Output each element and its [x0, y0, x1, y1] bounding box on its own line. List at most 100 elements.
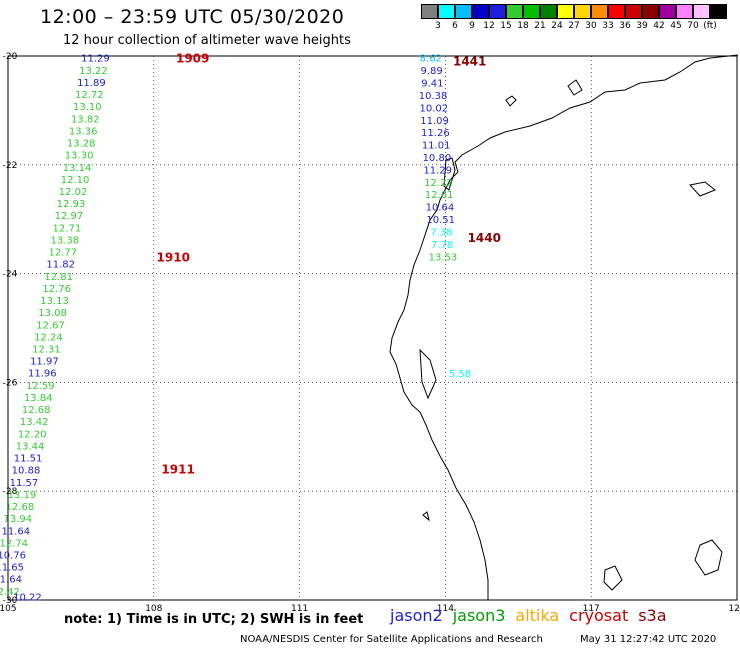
legend-label: 39: [636, 21, 648, 31]
footer-note: note: 1) Time is in UTC; 2) SWH is in fe…: [64, 612, 364, 627]
wave-height-value: 12.71: [53, 223, 82, 234]
wave-height-value: 11.89: [77, 78, 106, 89]
wave-height-value: 10.51: [426, 215, 455, 226]
wave-height-value: 10.38: [419, 91, 448, 102]
legend-label: (ft): [703, 21, 717, 31]
wave-height-value: 13.30: [65, 151, 94, 162]
wave-height-value: 13.84: [24, 393, 53, 404]
lat-tick-label: -22: [3, 161, 18, 171]
satellite-legend: jason2 jason3 altika cryosat s3a: [390, 606, 677, 625]
legend-swatch: [557, 4, 574, 19]
wave-height-value: 13.13: [40, 296, 69, 307]
legend-swatch: [540, 4, 557, 19]
legend-label: 30: [585, 21, 597, 31]
wave-height-value: 11.64: [0, 575, 22, 586]
legend-label: 3: [435, 21, 441, 31]
wave-height-value: 12.61: [425, 190, 454, 201]
legend-swatch: [455, 4, 472, 19]
legend-swatch: [523, 4, 540, 19]
legend-label: 18: [517, 21, 529, 31]
wave-height-value: 11.51: [14, 454, 43, 465]
legend-swatch: [710, 4, 727, 19]
wave-height-value: 10.02: [420, 103, 449, 114]
lon-tick-label: 108: [145, 604, 162, 614]
lon-tick-label: 120: [728, 604, 740, 614]
wave-height-value: 11.64: [1, 526, 30, 537]
legend-swatch: [591, 4, 608, 19]
wave-height-value: 12.02: [59, 187, 88, 198]
wave-height-value: 5.58: [449, 369, 471, 380]
wave-height-value: 11.01: [422, 141, 451, 152]
pass-time-label: 1440: [468, 231, 501, 245]
wave-height-value: 13.94: [4, 514, 33, 525]
legend-swatch: [625, 4, 642, 19]
wave-height-value: 12.67: [36, 320, 65, 331]
wave-height-value: 11.65: [0, 563, 24, 574]
wave-height-value: 12.68: [6, 502, 35, 513]
satellite-name: jason3: [452, 606, 506, 625]
wave-height-value: 10.76: [0, 550, 26, 561]
legend-label: 21: [534, 21, 546, 31]
map-title: 12:00 – 23:59 UTC 05/30/2020: [40, 6, 345, 28]
wave-height-value: 12.22: [424, 178, 453, 189]
wave-height-value: 10.88: [12, 466, 41, 477]
wave-height-value: 11.26: [421, 128, 450, 139]
legend-swatch: [659, 4, 676, 19]
legend-swatch: [506, 4, 523, 19]
legend-label: 70: [687, 21, 699, 31]
wave-height-value: 12.72: [75, 90, 104, 101]
wave-height-value: 9.41: [421, 79, 443, 90]
pass-time-label: 1910: [157, 250, 190, 264]
wave-height-value: 11.29: [423, 165, 452, 176]
wave-height-value: 12.76: [42, 284, 71, 295]
wave-height-value: 11.09: [420, 116, 449, 127]
wave-height-value: 13.53: [429, 252, 458, 263]
lat-tick-label: -24: [3, 270, 18, 280]
legend-swatch: [574, 4, 591, 19]
legend-label: 42: [653, 21, 665, 31]
legend-label: 36: [619, 21, 631, 31]
wave-height-value: 10.22: [13, 592, 42, 603]
legend-label: 33: [602, 21, 614, 31]
lon-tick-label: 117: [583, 604, 600, 614]
legend-label: 45: [670, 21, 682, 31]
legend-label: 9: [469, 21, 475, 31]
wave-height-value: 12.24: [34, 332, 63, 343]
wave-height-value: 12.93: [57, 199, 86, 210]
map-frame: [7, 55, 738, 601]
wave-height-value: 12.59: [26, 381, 55, 392]
wave-height-value: 13.14: [63, 163, 92, 174]
lon-tick-label: 105: [0, 604, 17, 614]
wave-height-value: 12.81: [44, 272, 73, 283]
wave-height-value: 13.19: [8, 490, 37, 501]
wave-height-value: 9.89: [420, 66, 442, 77]
pass-time-label: 1909: [176, 52, 209, 66]
wave-height-value: 11.97: [30, 357, 59, 368]
wave-height-value: 12.68: [22, 405, 51, 416]
wave-height-value: 7.78: [431, 240, 453, 251]
legend-swatch: [472, 4, 489, 19]
wave-height-value: 11.57: [10, 478, 39, 489]
wave-height-value: 12.42: [0, 587, 20, 598]
wave-height-value: 10.80: [423, 153, 452, 164]
lat-tick-label: -28: [3, 487, 18, 497]
coastline: [389, 54, 739, 600]
wave-height-value: 12.20: [18, 429, 47, 440]
map-subtitle: 12 hour collection of altimeter wave hei…: [63, 33, 351, 48]
legend-label: 24: [551, 21, 563, 31]
satellite-name: cryosat: [569, 606, 629, 625]
wave-height-value: 12.10: [61, 175, 90, 186]
pass-time-label: 1441: [453, 54, 486, 68]
legend-swatch: [693, 4, 710, 19]
credit-text: NOAA/NESDIS Center for Satellite Applica…: [240, 634, 543, 645]
wave-height-value: 11.82: [46, 260, 75, 271]
satellite-name: s3a: [638, 606, 667, 625]
legend-label: 27: [568, 21, 580, 31]
wave-height-value: 13.10: [73, 102, 102, 113]
wave-height-value: 8.62: [420, 54, 442, 65]
wave-height-value: 13.38: [51, 235, 80, 246]
pass-time-label: 1911: [161, 462, 194, 476]
wave-height-value: 13.44: [16, 441, 45, 452]
wave-height-value: 11.29: [81, 54, 110, 65]
